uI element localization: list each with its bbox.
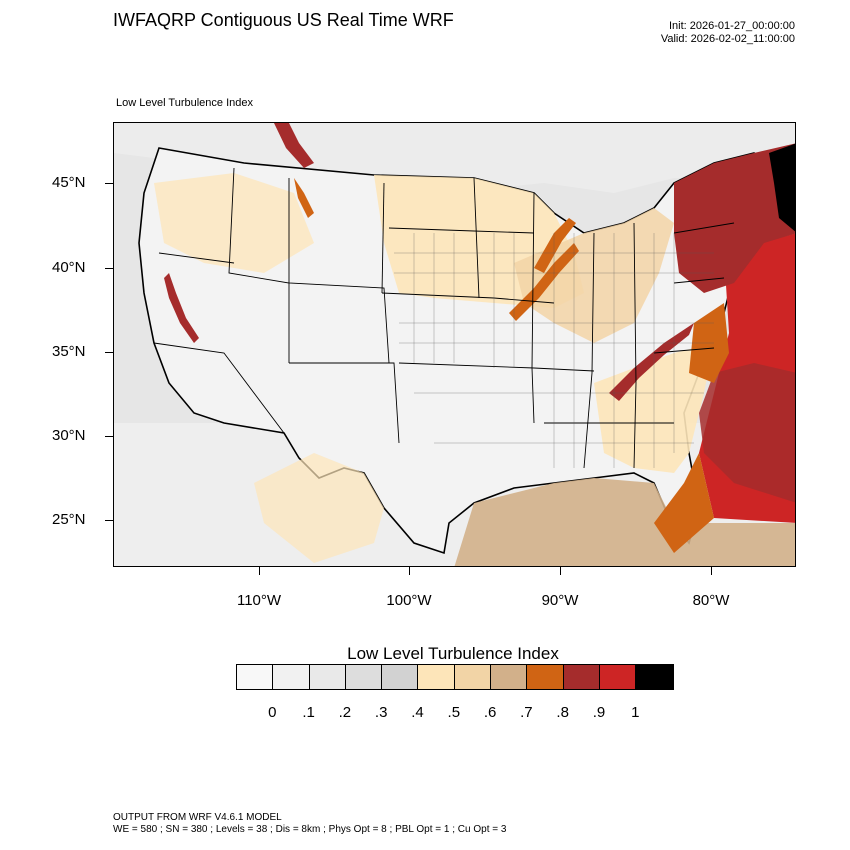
field-label: Low Level Turbulence Index	[116, 97, 253, 109]
mexico-field	[254, 453, 384, 563]
colorbar-label: .2	[338, 704, 352, 721]
northeast-peak-field	[769, 143, 795, 232]
lon-tick-90	[560, 567, 561, 575]
colorbar-label: .7	[520, 704, 533, 721]
lon-label-90: 90°W	[541, 592, 579, 609]
colorbar-label: 0	[268, 704, 277, 721]
colorbar-box	[527, 665, 564, 689]
lat-label-45: 45°N	[52, 174, 86, 191]
colorbar-box	[418, 665, 455, 689]
colorbar-label: .1	[302, 704, 315, 721]
valid-time: Valid: 2026-02-02_11:00:00	[660, 33, 795, 45]
lon-label-100: 100°W	[386, 592, 432, 609]
atlantic-core-field	[699, 363, 795, 503]
lat-label-25: 25°N	[52, 511, 86, 528]
atlantic-orange-field	[654, 453, 714, 553]
lon-tick-80	[711, 567, 712, 575]
lat-label-30: 30°N	[52, 427, 86, 444]
appalachian-streak	[609, 323, 694, 401]
turbulence-map	[114, 123, 795, 566]
lon-label-80: 80°W	[692, 592, 730, 609]
lakes-streak-west	[509, 243, 579, 321]
colorbar-box	[491, 665, 528, 689]
lat-tick-45	[105, 183, 113, 184]
colorbar-label: 1	[631, 704, 640, 721]
colorbar-box	[454, 665, 492, 689]
rockies-streak	[294, 178, 314, 218]
northeast-field	[674, 143, 795, 293]
colorbar-box	[563, 665, 600, 689]
map-title: IWFAQRP Contiguous US Real Time WRF	[113, 10, 454, 30]
rockies-north-streak	[274, 123, 314, 168]
init-time: Init: 2026-01-27_00:00:00	[669, 20, 795, 32]
lat-tick-35	[105, 352, 113, 353]
lat-label-40: 40°N	[52, 259, 86, 276]
lat-tick-40	[105, 268, 113, 269]
colorbar	[236, 664, 674, 690]
colorbar-box	[382, 665, 419, 689]
lon-label-110: 110°W	[236, 592, 282, 609]
colorbar-box	[237, 665, 274, 689]
colorbar-label: .9	[592, 704, 606, 721]
colorbar-label: .8	[556, 704, 569, 721]
lakes-streak-east	[534, 218, 576, 273]
lat-tick-25	[105, 520, 113, 521]
lon-tick-100	[409, 567, 410, 575]
lat-label-35: 35°N	[52, 343, 86, 360]
map-panel	[113, 122, 796, 567]
model-config: WE = 580 ; SN = 380 ; Levels = 38 ; Dis …	[113, 824, 507, 835]
colorbar-box	[345, 665, 383, 689]
lat-tick-30	[105, 436, 113, 437]
northwest-field	[154, 173, 314, 273]
sierra-streak	[164, 273, 199, 343]
colorbar-label: .5	[447, 704, 461, 721]
colorbar-box	[309, 665, 346, 689]
gulf-high-field	[454, 478, 795, 566]
model-info: OUTPUT FROM WRF V4.6.1 MODEL WE = 580 ; …	[113, 812, 506, 836]
legend-title: Low Level Turbulence Index	[347, 644, 559, 663]
colorbar-box	[599, 665, 637, 689]
colorbar-label: .6	[483, 704, 497, 721]
model-version: OUTPUT FROM WRF V4.6.1 MODEL	[113, 812, 282, 823]
colorbar-box	[273, 665, 310, 689]
colorbar-box	[636, 665, 673, 689]
run-time-info: Init: 2026-01-27_00:00:00 Valid: 2026-02…	[661, 20, 795, 46]
colorbar-label: .3	[374, 704, 388, 721]
county-boundaries	[394, 233, 714, 468]
colorbar-label: .4	[411, 704, 424, 721]
lon-tick-110	[259, 567, 260, 575]
